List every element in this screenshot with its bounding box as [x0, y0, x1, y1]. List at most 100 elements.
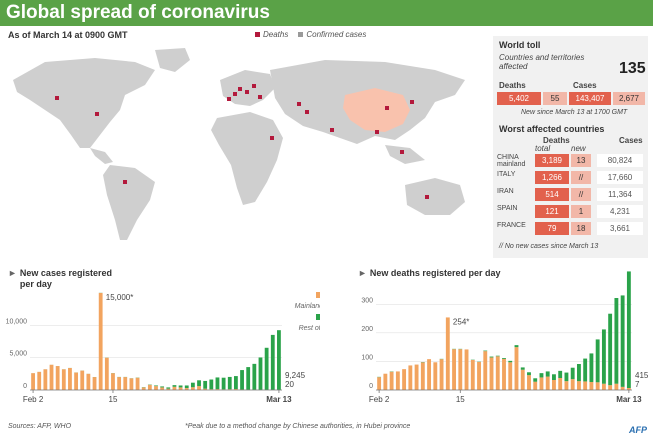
- bar-china: [576, 381, 581, 390]
- bar-china: [477, 362, 481, 390]
- cases-chart-title: ► New cases registered per day: [8, 268, 115, 290]
- countries-value: 135: [619, 60, 646, 77]
- bar-china: [184, 388, 189, 390]
- africa-shape: [211, 112, 283, 205]
- bar-rest-of-world: [583, 358, 588, 382]
- bar-china: [420, 362, 425, 390]
- worst-new-label: new: [571, 144, 586, 153]
- legend-row-swatch: [316, 314, 320, 320]
- bar-rest-of-world: [589, 353, 594, 382]
- bar-china: [215, 389, 220, 390]
- bar-china: [452, 349, 456, 390]
- last-total-annotation: 9,245: [285, 371, 306, 380]
- bar-rest-of-world: [620, 295, 625, 387]
- worst-country: IRAN: [497, 188, 514, 195]
- sources-text: Sources: AFP, WHO: [8, 423, 72, 430]
- bar-china: [172, 386, 177, 390]
- y-tick-label: 200: [361, 326, 373, 333]
- bar-rest-of-world: [215, 377, 220, 390]
- bar-rest-of-world: [552, 374, 556, 380]
- bar-china: [520, 369, 525, 390]
- bar-china: [55, 366, 60, 390]
- worst-cases: 4,231: [597, 205, 643, 218]
- worst-deaths: 514: [535, 188, 569, 201]
- central-america-shape: [90, 148, 113, 164]
- worst-new: 13: [571, 154, 591, 167]
- worst-cases-label: Cases: [619, 136, 643, 145]
- bar-rest-of-world: [184, 385, 189, 389]
- bar-rest-of-world: [270, 334, 275, 390]
- worst-new: //: [571, 188, 591, 201]
- bar-rest-of-world: [227, 376, 232, 390]
- south-america-shape: [103, 165, 155, 240]
- peak-annotation: 254*: [453, 317, 469, 326]
- bar-rest-of-world: [264, 347, 269, 390]
- bar-china: [502, 358, 506, 390]
- deaths-total: 5,402: [497, 92, 541, 105]
- x-tick-label: Mar 13: [616, 395, 642, 404]
- bar-china: [558, 378, 563, 390]
- x-tick-label: Mar 13: [266, 395, 292, 404]
- bar-china: [527, 375, 531, 390]
- worst-country: ITALY: [497, 171, 516, 178]
- worst-title: Worst affected countries: [499, 124, 605, 134]
- y-tick-label: 0: [369, 383, 373, 390]
- worst-country: SPAIN: [497, 205, 518, 212]
- bar-china: [408, 365, 413, 390]
- worst-deaths: 1,266: [535, 171, 569, 184]
- peak-annotation: 15,000*: [106, 293, 134, 302]
- bar-china: [74, 372, 79, 390]
- bar-rest-of-world: [252, 363, 257, 390]
- x-tick-label: Feb 2: [23, 395, 44, 404]
- bar-china: [86, 373, 91, 390]
- bar-china: [439, 359, 444, 390]
- bar-rest-of-world: [614, 298, 619, 384]
- worst-cases: 3,661: [597, 222, 643, 235]
- bar-china: [589, 382, 594, 390]
- bar-china: [49, 364, 54, 390]
- bar-china: [583, 381, 588, 390]
- y-tick-label: 300: [361, 297, 373, 304]
- bar-rest-of-world: [545, 371, 550, 377]
- bar-china: [92, 377, 97, 390]
- bar-china: [233, 389, 238, 390]
- bar-rest-of-world: [154, 385, 158, 387]
- bar-rest-of-world: [495, 355, 500, 357]
- x-tick-label: Feb 2: [369, 395, 390, 404]
- legend-confirmed: Confirmed cases: [298, 30, 366, 39]
- bar-china: [608, 385, 613, 390]
- bar-china: [564, 381, 569, 390]
- bar-china: [111, 373, 115, 390]
- bar-rest-of-world: [520, 367, 525, 370]
- bar-rest-of-world: [533, 378, 538, 382]
- page-title: Global spread of coronavirus: [6, 2, 270, 23]
- bar-rest-of-world: [595, 339, 600, 383]
- bar-rest-of-world: [489, 356, 494, 358]
- y-tick-label: 10,000: [6, 318, 28, 325]
- bar-china: [68, 368, 72, 390]
- bar-rest-of-world: [203, 380, 208, 389]
- worst-new: 18: [571, 222, 591, 235]
- worst-country: CHINA mainland: [497, 154, 526, 168]
- last-china-annotation: 7: [635, 380, 640, 389]
- bar-rest-of-world: [240, 370, 244, 390]
- bar-china: [203, 388, 208, 390]
- deaths-label: Deaths: [499, 81, 526, 90]
- bar-china: [508, 362, 513, 390]
- bar-rest-of-world: [558, 370, 563, 378]
- bar-rest-of-world: [233, 376, 238, 390]
- worst-cases: 17,660: [597, 171, 643, 184]
- x-tick-label: 15: [109, 395, 118, 404]
- bar-china: [160, 387, 165, 390]
- bar-china: [166, 388, 171, 390]
- last-total-annotation: 415: [635, 371, 649, 380]
- bar-rest-of-world: [209, 379, 214, 390]
- worst-cases: 80,824: [597, 154, 643, 167]
- bar-rest-of-world: [570, 367, 575, 380]
- legend-deaths: Deaths: [255, 30, 288, 39]
- bar-rest-of-world: [190, 382, 195, 388]
- bar-china: [470, 360, 475, 390]
- bar-china: [545, 376, 550, 390]
- bar-china: [383, 373, 388, 390]
- bar-china: [427, 359, 432, 390]
